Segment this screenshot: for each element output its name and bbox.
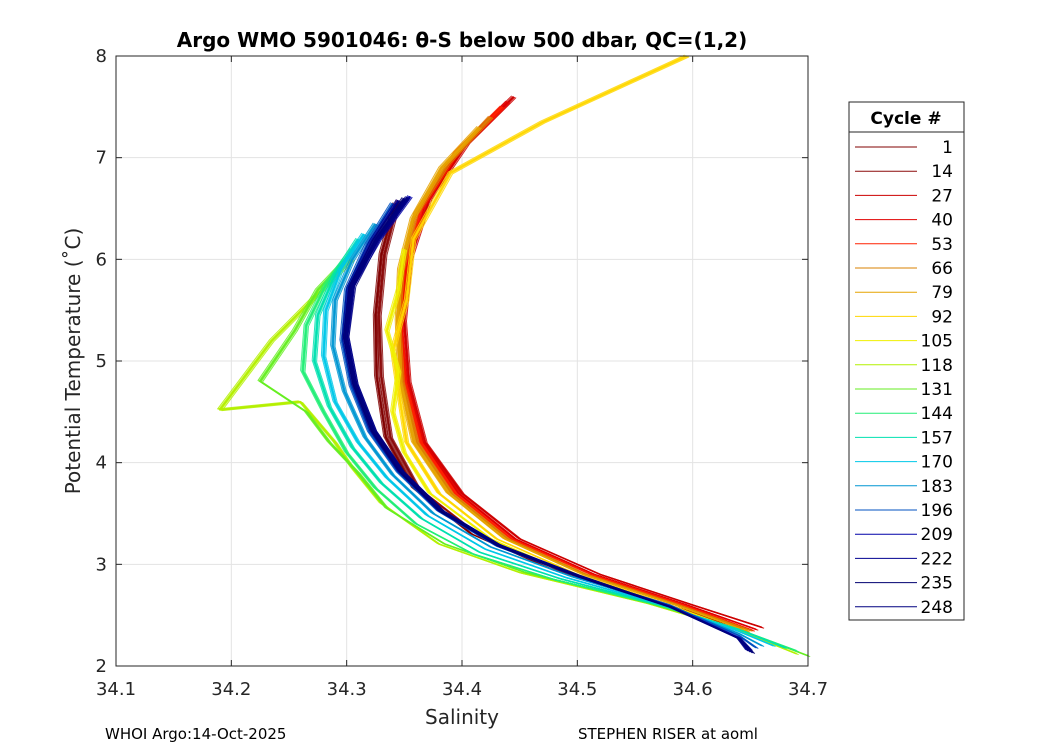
legend-label: 183 [921,477,953,497]
legend-label: 209 [921,525,953,545]
legend-label: 53 [931,235,953,255]
legend-entry: 209 [855,525,953,545]
legend-title: Cycle # [870,109,941,129]
y-tick-label: 2 [96,656,107,677]
series-cycle-248 [344,196,753,654]
y-tick-label: 7 [96,148,107,169]
x-tick-label: 34.6 [673,679,713,700]
y-tick-label: 6 [96,249,107,270]
legend-label: 40 [931,211,953,231]
legend-label: 92 [931,307,953,327]
footer-right-credit: STEPHEN RISER at aoml [578,725,758,743]
legend-entry: 53 [855,235,953,255]
series-line [399,127,751,633]
legend-entry: 79 [855,283,953,303]
series-line [304,249,799,653]
legend-entry: 248 [855,598,953,618]
legend-entry: 157 [855,428,953,448]
legend-label: 222 [921,549,953,569]
legend-label: 27 [931,186,953,206]
legend-box [848,101,965,621]
x-tick-label: 34.7 [788,679,828,700]
legend-entry: 40 [855,211,953,231]
plot-area: 34.1 34.2 34.3 34.4 34.5 34.6 34.7 2 3 4 5 6 7 8 [96,46,828,700]
legend-label: 14 [931,162,953,182]
legend-entry: 183 [855,477,953,497]
legend-label: 118 [921,356,953,376]
legend-label: 144 [921,404,953,424]
legend-label: 235 [921,574,953,594]
series-group [217,54,811,658]
legend-entry: 105 [855,332,953,352]
legend-label: 157 [921,428,953,448]
chart-title: Argo WMO 5901046: θ-S below 500 dbar, QC… [177,28,747,52]
legend-entry: 92 [855,307,953,327]
legend-label: 248 [921,598,953,618]
axis-ticks: 34.1 34.2 34.3 34.4 34.5 34.6 34.7 2 3 4 5 6 7 8 [96,46,828,700]
legend-entry: 66 [855,259,953,279]
legend-entry: 1 [855,138,953,158]
y-tick-label: 3 [96,554,107,575]
x-tick-label: 34.1 [96,679,136,700]
legend-label: 79 [931,283,953,303]
legend-entry: 235 [855,574,953,594]
x-tick-label: 34.3 [327,679,367,700]
legend-label: 131 [921,380,953,400]
y-axis-label: Potential Temperature (˚C) [61,228,85,495]
legend-entries: 1 14 27 40 53 66 79 92 105 118 131 144 157 170 183 196 2… [855,138,953,618]
series-line [400,117,753,632]
footer-left-credit: WHOI Argo:14-Oct-2025 [105,725,287,743]
x-axis-label: Salinity [425,705,499,729]
series-line [348,197,753,654]
legend-entry: 170 [855,453,953,473]
series-line [401,107,755,632]
series-line [316,239,788,650]
legend-entry: 144 [855,404,953,424]
series-line [402,102,759,631]
y-tick-label: 5 [96,351,107,372]
x-tick-label: 34.5 [557,679,597,700]
legend-label: 196 [921,501,953,521]
legend-label: 105 [921,332,953,352]
legend-entry: 131 [855,380,953,400]
legend-label: 1 [942,138,953,158]
x-tick-label: 34.4 [442,679,482,700]
legend: Cycle # 1 14 27 40 53 66 79 92 105 118 131 144 157 17… [848,101,965,621]
series-cycle-79 [394,125,751,633]
legend-entry: 196 [855,501,953,521]
x-tick-label: 34.2 [211,679,251,700]
legend-entry: 118 [855,356,953,376]
legend-entry: 27 [855,186,953,206]
legend-entry: 14 [855,162,953,182]
legend-label: 170 [921,453,953,473]
legend-label: 66 [931,259,953,279]
y-tick-label: 8 [96,46,107,67]
y-tick-label: 4 [96,453,107,474]
legend-entry: 222 [855,549,953,569]
